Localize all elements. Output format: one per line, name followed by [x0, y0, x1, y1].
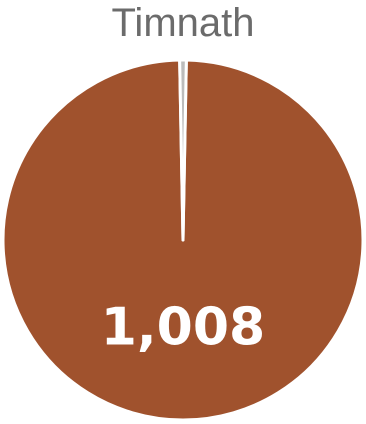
chart-title: Timnath: [111, 1, 254, 45]
pie-labels: 1,008: [101, 297, 265, 357]
pie-slice-0: [1, 58, 365, 422]
pie-slices: [1, 58, 365, 422]
pie-slice-label-0: 1,008: [101, 297, 265, 357]
pie-slice-1: [178, 58, 188, 242]
